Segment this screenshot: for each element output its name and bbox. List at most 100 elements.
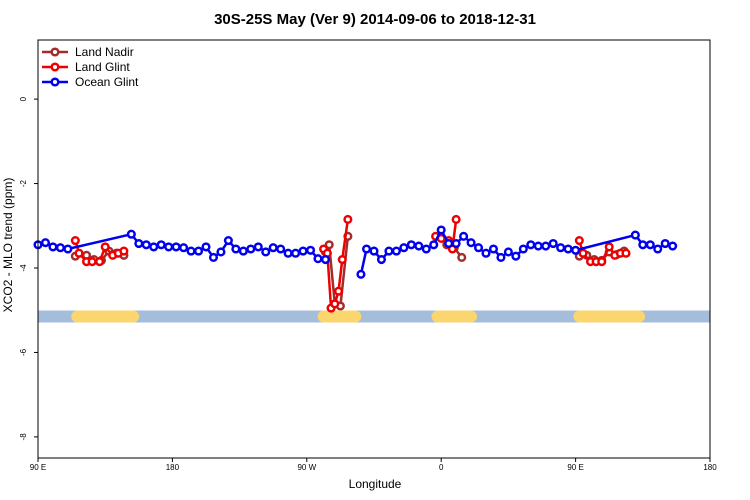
data-point — [556, 243, 566, 253]
y-axis-ticks: 0 -2 -4 -6 -8 — [19, 96, 38, 440]
series-layer — [33, 214, 678, 313]
x-axis-label: Longitude — [349, 477, 402, 491]
legend-item-ocean-glint: Ocean Glint — [42, 75, 139, 89]
data-point — [268, 243, 278, 253]
data-point — [343, 214, 353, 224]
data-point — [496, 252, 506, 262]
data-point — [231, 244, 241, 254]
data-point — [95, 257, 105, 267]
data-point — [261, 247, 271, 257]
x-tick-label: 180 — [166, 463, 180, 472]
data-point — [208, 252, 219, 262]
data-point — [384, 246, 394, 256]
data-point — [391, 246, 401, 256]
data-point — [518, 244, 528, 254]
data-point — [563, 244, 573, 254]
data-point — [330, 299, 340, 309]
data-point — [574, 236, 584, 246]
data-point — [171, 242, 181, 252]
y-tick-label: -8 — [19, 433, 28, 441]
x-tick-label: 90 E — [567, 463, 583, 472]
data-point — [253, 242, 263, 252]
data-point — [668, 241, 678, 251]
data-point — [451, 238, 461, 249]
data-point — [134, 238, 144, 249]
data-point — [48, 242, 58, 252]
x-axis-ticks: 90 E 180 90 W 0 90 E 180 — [30, 458, 717, 472]
legend-item-land-nadir: Land Nadir — [42, 45, 134, 59]
data-point — [313, 254, 323, 264]
y-tick-label: -2 — [19, 179, 28, 187]
legend-swatch-marker — [50, 47, 60, 57]
data-point — [597, 257, 607, 267]
data-point — [179, 243, 189, 253]
data-point — [660, 238, 670, 249]
data-point — [361, 244, 372, 254]
data-point — [141, 240, 151, 250]
data-point — [320, 255, 331, 265]
plot-frame — [37, 39, 711, 459]
data-point — [645, 240, 655, 250]
data-point — [119, 246, 129, 256]
data-point — [604, 242, 614, 252]
data-point — [466, 238, 476, 248]
data-point — [481, 248, 491, 258]
data-point — [193, 246, 204, 256]
data-point — [459, 231, 469, 241]
data-point — [406, 240, 416, 250]
data-point — [40, 238, 51, 248]
data-point — [457, 252, 467, 262]
series-land-glint — [70, 214, 631, 313]
x-tick-label: 0 — [439, 463, 444, 472]
data-point — [436, 225, 446, 235]
data-point — [421, 244, 431, 254]
data-point — [324, 240, 334, 250]
chart-title: 30S-25S May (Ver 9) 2014-09-06 to 2018-1… — [214, 11, 536, 28]
data-point — [571, 245, 581, 255]
data-point — [70, 236, 80, 246]
legend-item-land-glint: Land Glint — [42, 60, 130, 74]
data-point — [63, 244, 73, 254]
data-point — [164, 242, 174, 252]
data-point — [126, 229, 136, 239]
data-point — [291, 248, 301, 258]
data-point — [216, 247, 226, 257]
data-point — [337, 255, 347, 265]
data-point — [511, 251, 521, 261]
x-tick-label: 90 E — [30, 463, 46, 472]
data-point — [541, 241, 551, 251]
data-point — [503, 247, 513, 257]
data-point — [238, 246, 248, 256]
data-point — [621, 248, 631, 258]
data-point — [55, 243, 65, 253]
data-point — [488, 244, 499, 254]
data-point — [333, 286, 344, 296]
data-point — [100, 242, 110, 252]
data-point — [414, 241, 424, 251]
data-point — [548, 238, 558, 249]
data-point — [186, 246, 196, 256]
data-point — [630, 230, 640, 240]
data-point — [201, 242, 211, 252]
data-point — [246, 244, 256, 254]
y-tick-label: -4 — [19, 264, 28, 272]
data-point — [356, 269, 366, 279]
data-point — [638, 240, 648, 250]
legend-label: Land Nadir — [75, 45, 134, 59]
data-point — [429, 240, 439, 250]
data-point — [223, 236, 233, 246]
data-point — [653, 244, 663, 254]
x-tick-label: 180 — [703, 463, 717, 472]
data-point — [74, 248, 84, 258]
data-point — [87, 257, 97, 267]
data-point — [298, 246, 308, 256]
legend-swatch-marker — [50, 77, 60, 87]
data-point — [149, 242, 159, 252]
data-point — [533, 241, 543, 251]
data-point — [376, 255, 387, 265]
y-axis-label: XCO2 - MLO trend (ppm) — [1, 178, 15, 313]
data-point — [156, 240, 166, 250]
data-point — [305, 245, 316, 255]
series-ocean-glint — [33, 225, 678, 279]
